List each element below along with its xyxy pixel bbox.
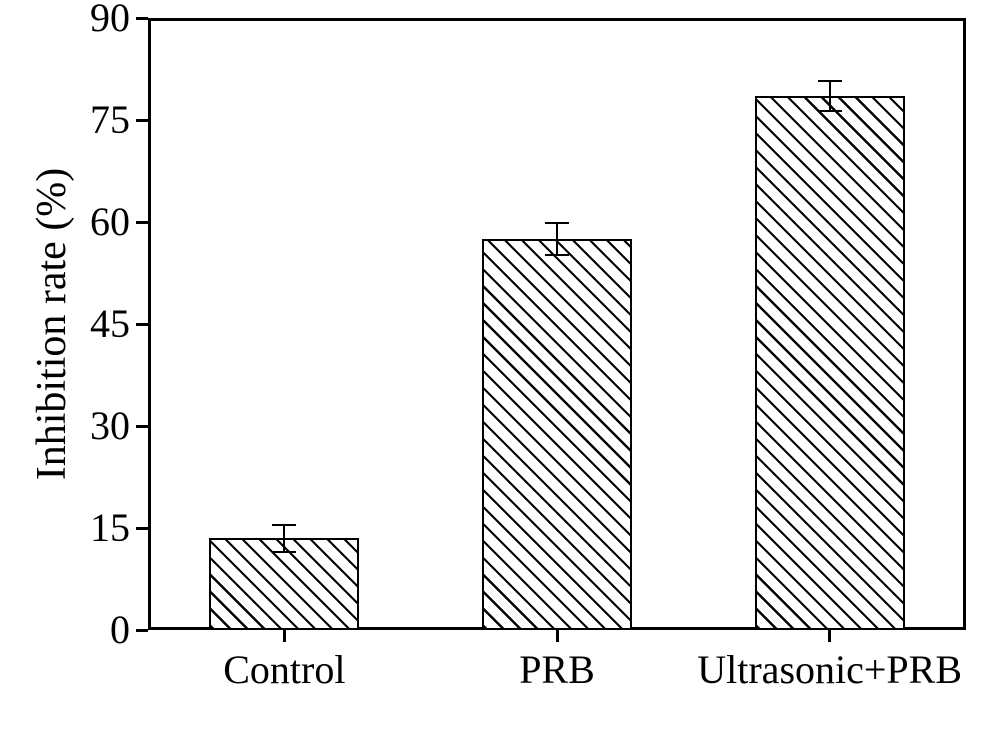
error-bar-cap — [272, 524, 296, 526]
bar — [482, 239, 632, 630]
x-tick-mark — [828, 630, 831, 642]
y-tick-mark — [136, 17, 148, 20]
x-tick-label: Control — [144, 646, 424, 693]
error-bar-cap — [818, 80, 842, 82]
y-tick-mark — [136, 425, 148, 428]
error-bar — [283, 525, 285, 552]
y-tick-label: 15 — [90, 504, 130, 551]
bar-hatch — [211, 540, 357, 628]
bar — [755, 96, 905, 630]
y-tick-label: 0 — [110, 606, 130, 653]
error-bar-cap — [545, 254, 569, 256]
bar-chart: 0 15 30 45 60 75 90 Inhibition rate (%) ControlP… — [0, 0, 1000, 731]
y-tick-label: 75 — [90, 96, 130, 143]
bar-hatch — [757, 98, 903, 628]
y-tick-mark — [136, 119, 148, 122]
y-axis-label: Inhibition rate (%) — [28, 18, 76, 630]
x-tick-label: Ultrasonic+PRB — [690, 646, 970, 693]
y-tick-label: 45 — [90, 300, 130, 347]
x-tick-mark — [556, 630, 559, 642]
y-tick-mark — [136, 629, 148, 632]
y-tick-mark — [136, 527, 148, 530]
x-tick-label: PRB — [417, 646, 697, 693]
error-bar-cap — [818, 110, 842, 112]
error-bar-cap — [545, 222, 569, 224]
y-tick-mark — [136, 323, 148, 326]
error-bar — [829, 81, 831, 111]
y-tick-label: 60 — [90, 198, 130, 245]
y-tick-label: 90 — [90, 0, 130, 41]
y-tick-mark — [136, 221, 148, 224]
y-tick-label: 30 — [90, 402, 130, 449]
bar-hatch — [484, 241, 630, 628]
error-bar — [556, 223, 558, 254]
x-tick-mark — [283, 630, 286, 642]
error-bar-cap — [272, 551, 296, 553]
